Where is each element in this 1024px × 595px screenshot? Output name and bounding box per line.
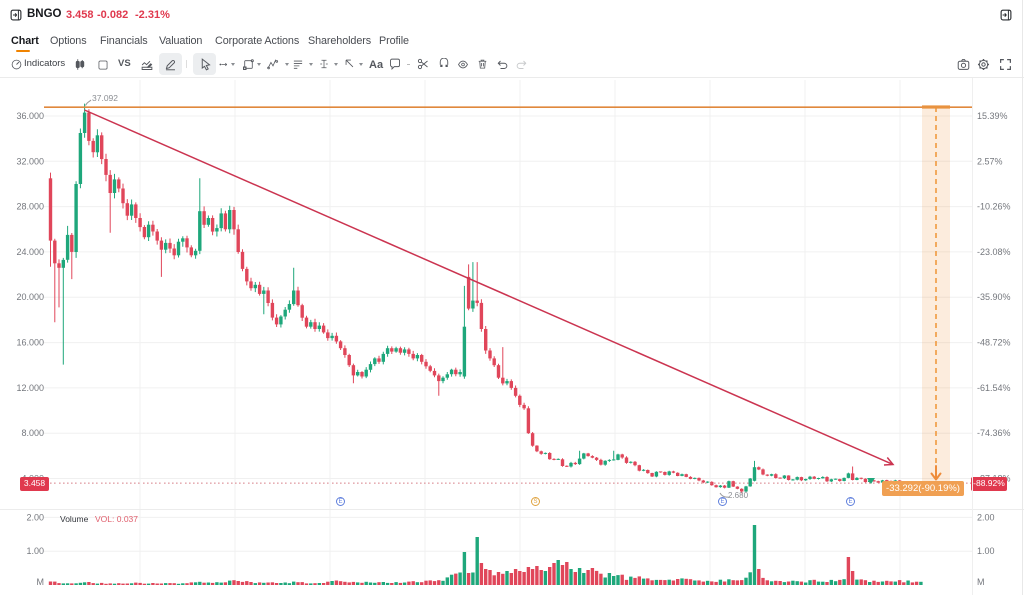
svg-text:12.000: 12.000 [16,383,44,393]
svg-text:20.000: 20.000 [16,292,44,302]
svg-text:15.39%: 15.39% [977,111,1008,121]
svg-text:36.000: 36.000 [16,111,44,121]
svg-text:-48.72%: -48.72% [977,338,1011,348]
svg-text:24.000: 24.000 [16,247,44,257]
svg-text:-23.08%: -23.08% [977,247,1011,257]
svg-text:2.00: 2.00 [26,512,44,522]
svg-text:2.57%: 2.57% [977,156,1003,166]
svg-text:1.00: 1.00 [26,546,44,556]
svg-text:1.00: 1.00 [977,546,995,556]
svg-text:M: M [37,577,45,587]
svg-text:-74.36%: -74.36% [977,428,1011,438]
svg-text:16.000: 16.000 [16,338,44,348]
svg-text:8.000: 8.000 [21,428,44,438]
svg-text:32.000: 32.000 [16,156,44,166]
svg-text:M: M [977,577,985,587]
svg-text:-35.90%: -35.90% [977,292,1011,302]
svg-text:-10.26%: -10.26% [977,202,1011,212]
svg-text:-61.54%: -61.54% [977,383,1011,393]
svg-text:2.00: 2.00 [977,512,995,522]
svg-text:28.000: 28.000 [16,202,44,212]
